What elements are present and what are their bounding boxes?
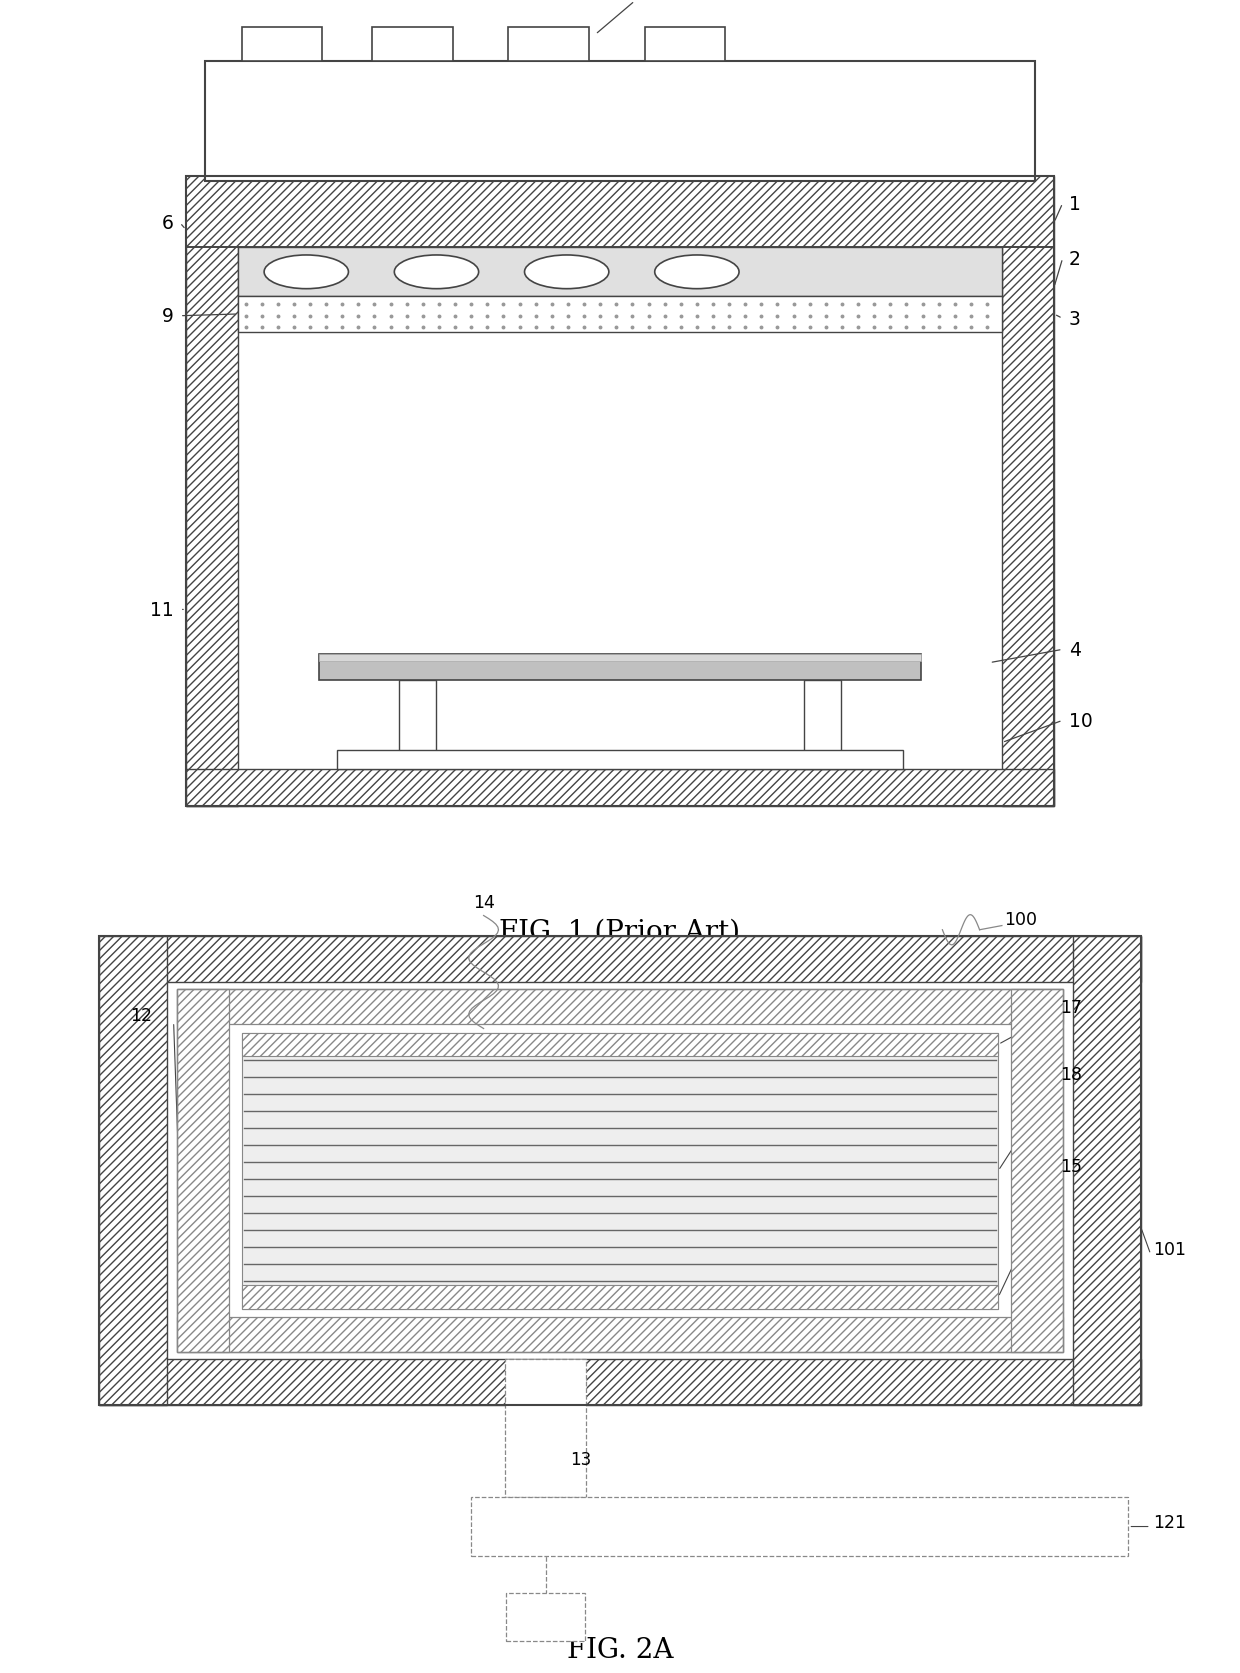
Bar	[238, 248, 1002, 298]
Text: 9: 9	[161, 308, 174, 326]
Ellipse shape	[525, 256, 609, 289]
Text: 1: 1	[1069, 194, 1081, 214]
Text: 12: 12	[130, 1007, 153, 1024]
Bar	[399, 681, 436, 770]
Bar	[242, 1285, 998, 1308]
Bar	[186, 770, 1054, 806]
Bar	[242, 1032, 998, 1308]
Bar	[205, 62, 1035, 182]
Bar	[506, 1593, 585, 1641]
Bar	[804, 681, 841, 770]
Bar	[177, 989, 1063, 1352]
Text: 10: 10	[1069, 711, 1092, 731]
Bar	[186, 177, 238, 806]
Text: 3: 3	[1069, 310, 1081, 328]
Bar	[99, 937, 1141, 1405]
Bar	[177, 1318, 1063, 1352]
Text: 6: 6	[161, 214, 174, 233]
Text: FIG. 2A: FIG. 2A	[567, 1636, 673, 1663]
Bar	[177, 989, 229, 1352]
Bar	[242, 1032, 998, 1057]
Bar	[229, 1024, 1011, 1318]
Bar	[337, 750, 903, 770]
Bar	[177, 989, 1063, 1024]
Text: 13: 13	[570, 1450, 591, 1467]
Bar	[508, 28, 589, 62]
Text: 14: 14	[472, 893, 495, 912]
Bar	[372, 28, 453, 62]
Text: 15: 15	[1060, 1158, 1083, 1174]
Text: 18: 18	[1060, 1066, 1083, 1082]
Text: 100: 100	[1004, 910, 1038, 929]
Bar	[645, 28, 725, 62]
Bar	[186, 177, 1054, 806]
Text: 17: 17	[1060, 999, 1083, 1016]
Text: 2: 2	[1069, 249, 1081, 268]
Bar	[186, 177, 1054, 248]
Text: 4: 4	[1069, 641, 1081, 659]
Bar	[238, 298, 1002, 333]
Text: 11: 11	[150, 601, 174, 619]
Ellipse shape	[655, 256, 739, 289]
Bar	[471, 1497, 1128, 1556]
Ellipse shape	[394, 256, 479, 289]
Text: 121: 121	[1153, 1512, 1187, 1531]
Bar	[99, 937, 1141, 984]
Bar	[99, 1358, 1141, 1405]
Bar	[506, 1358, 587, 1497]
Text: 101: 101	[1153, 1241, 1187, 1258]
Text: 7: 7	[639, 0, 651, 3]
Bar	[186, 177, 1054, 248]
Text: FIG. 1 (Prior Art): FIG. 1 (Prior Art)	[500, 918, 740, 945]
Bar	[1011, 989, 1063, 1352]
Bar	[242, 28, 322, 62]
Bar	[1073, 937, 1141, 1405]
Bar	[99, 937, 167, 1405]
Bar	[1002, 177, 1054, 806]
Bar	[319, 654, 921, 681]
Bar	[319, 654, 921, 661]
Ellipse shape	[264, 256, 348, 289]
